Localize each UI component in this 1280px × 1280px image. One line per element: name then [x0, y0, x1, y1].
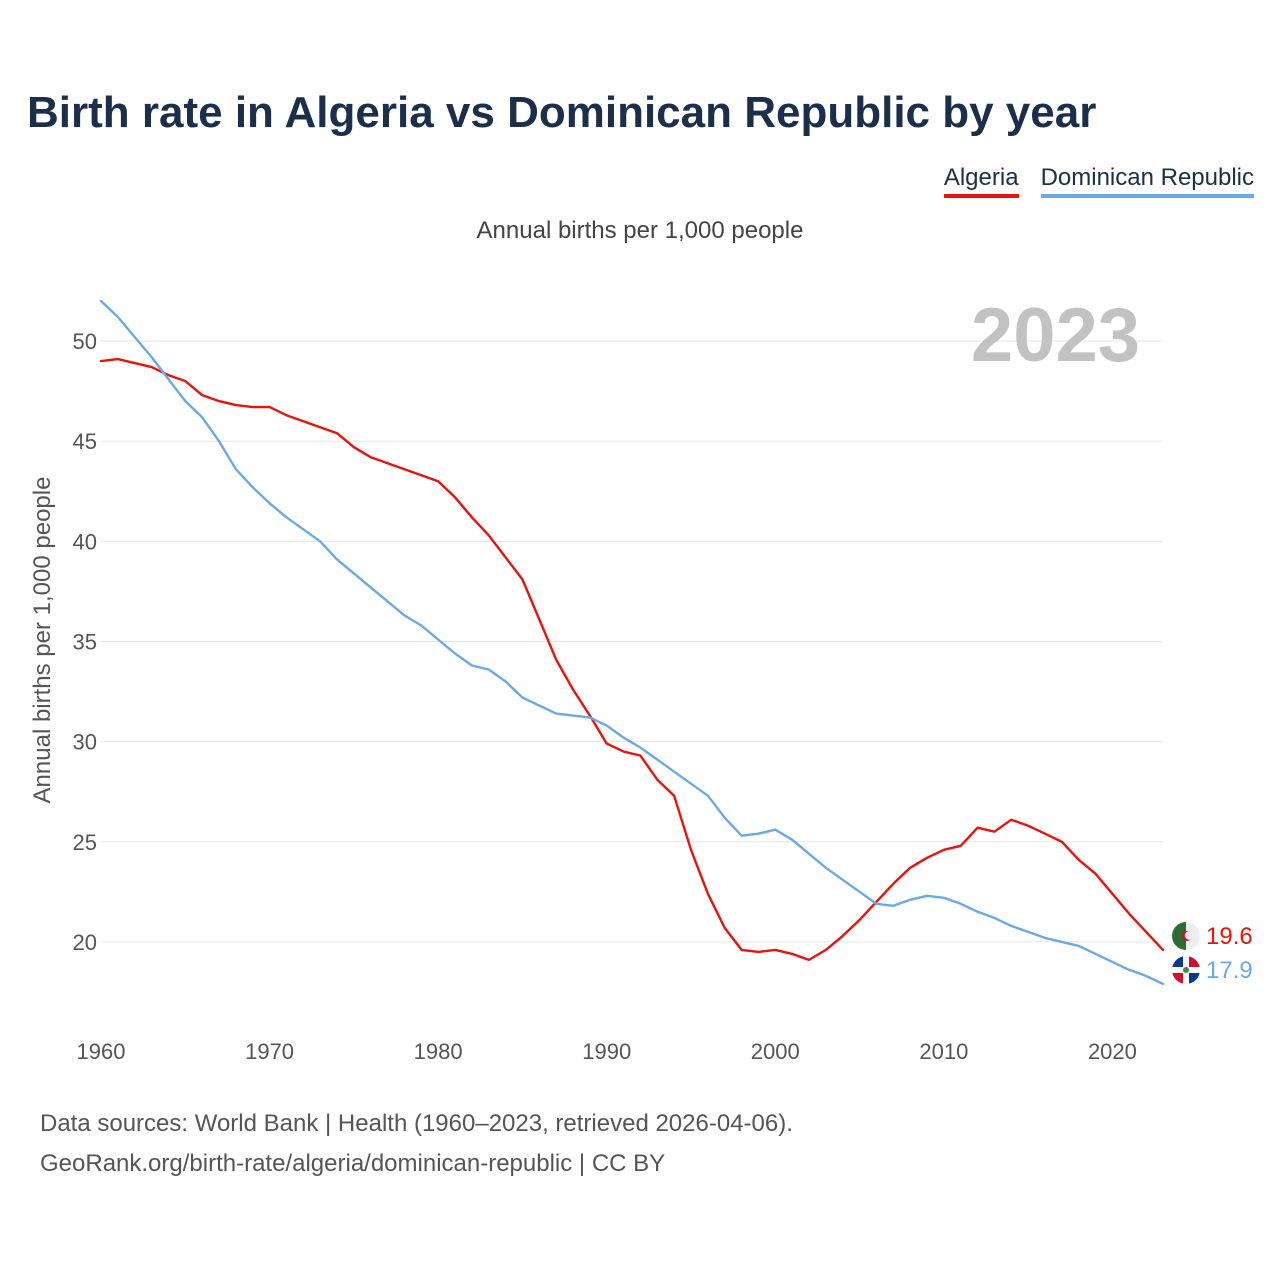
dominican-republic-flag-icon: [1172, 956, 1200, 984]
x-tick-label: 1970: [245, 1039, 294, 1064]
y-tick-label: 40: [73, 529, 97, 554]
dominican-republic-end-value: 17.9: [1206, 957, 1253, 984]
series-line-algeria[interactable]: [99, 357, 1165, 962]
algeria-flag-icon: [1172, 922, 1200, 950]
footer: Data sources: World Bank | Health (1960–…: [40, 1104, 793, 1184]
chart-title: Birth rate in Algeria vs Dominican Repub…: [27, 88, 1097, 137]
series-lines: [99, 299, 1165, 986]
source-url-text[interactable]: GeoRank.org/birth-rate/algeria/dominican…: [40, 1150, 666, 1177]
data-source-text: Data sources: World Bank | Health (1960–…: [40, 1110, 793, 1137]
y-tick-label: 50: [73, 329, 97, 354]
algeria-end-value: 19.6: [1206, 923, 1253, 950]
y-tick-label: 35: [73, 629, 97, 654]
x-axis-ticks: 1960 1970 1980 1990 2000 2010 2020: [77, 1039, 1137, 1064]
x-tick-label: 1980: [414, 1039, 463, 1064]
legend: Algeria Dominican Republic: [943, 164, 1254, 198]
current-year-label: 2023: [971, 293, 1140, 378]
y-tick-label: 30: [73, 730, 97, 755]
legend-item-dominican-republic[interactable]: Dominican Republic: [1040, 164, 1254, 198]
y-axis-ticks: 20 25 30 35 40 45 50: [73, 329, 97, 955]
x-tick-label: 2000: [751, 1039, 800, 1064]
series-line-dominican-republic[interactable]: [99, 299, 1165, 986]
x-tick-label: 2010: [919, 1039, 968, 1064]
x-tick-label: 1990: [582, 1039, 631, 1064]
legend-item-algeria[interactable]: Algeria: [943, 164, 1019, 198]
y-axis-title: Annual births per 1,000 people: [29, 477, 56, 804]
chart-subtitle: Annual births per 1,000 people: [476, 217, 804, 244]
y-tick-label: 45: [73, 429, 97, 454]
x-tick-label: 1960: [77, 1039, 126, 1064]
x-tick-label: 2020: [1088, 1039, 1137, 1064]
y-tick-label: 25: [73, 830, 97, 855]
gridlines: [101, 340, 1162, 943]
y-tick-label: 20: [73, 930, 97, 955]
